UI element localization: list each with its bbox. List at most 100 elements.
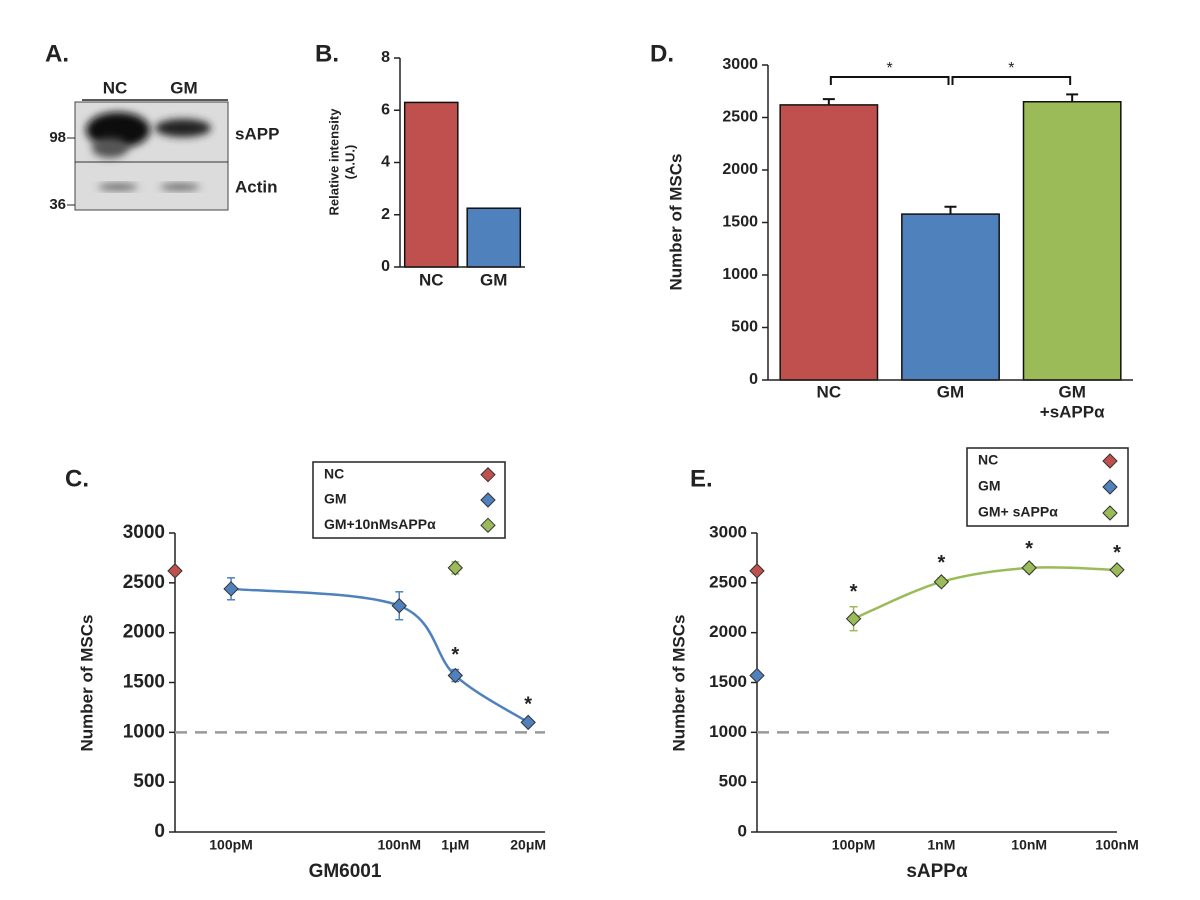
legend-label: GM+10nMsAPPα <box>324 516 436 532</box>
blot-band <box>155 119 211 137</box>
fit-line <box>853 566 1118 620</box>
y-tick-label: 500 <box>133 771 165 792</box>
y-tick-label: 2000 <box>722 161 758 178</box>
blot-band <box>86 112 150 148</box>
marker-label: 98 <box>49 129 66 146</box>
y-tick-label: 2500 <box>709 572 747 591</box>
legend-label: NC <box>978 452 998 468</box>
y-tick-label: 0 <box>154 821 165 842</box>
x-tick-label: 100pM <box>209 837 253 853</box>
fit-line <box>230 587 529 724</box>
panel-label: B. <box>315 40 339 67</box>
legend-label: GM <box>324 491 347 507</box>
data-point <box>749 667 765 684</box>
legend-marker <box>480 492 496 508</box>
y-tick-label: 4 <box>381 154 390 171</box>
x-axis-label: GM6001 <box>309 861 382 882</box>
legend-marker <box>480 466 496 483</box>
data-point <box>520 714 536 731</box>
data-point <box>447 667 464 684</box>
significance-label: * <box>451 644 459 666</box>
marker-label: 36 <box>49 196 66 213</box>
bar <box>901 213 1000 381</box>
x-tick-label: 100nM <box>1095 837 1139 853</box>
y-tick-label: 3000 <box>123 522 165 543</box>
bar <box>466 207 522 268</box>
x-tick-label: NC <box>817 382 842 401</box>
legend-label: GM+ sAPPα <box>978 504 1058 520</box>
x-tick-label: 20μM <box>510 837 546 853</box>
y-tick-label: 2500 <box>123 572 165 593</box>
x-tick-label: 100nM <box>377 837 421 853</box>
lane-label: NC <box>103 78 128 97</box>
x-tick-label: GM <box>1058 382 1085 401</box>
data-point <box>933 574 950 590</box>
y-axis-label: (A.U.) <box>342 145 357 180</box>
data-point <box>1109 562 1125 578</box>
y-tick-label: 2 <box>381 206 390 223</box>
y-tick-label: 0 <box>381 258 390 275</box>
data-point <box>845 611 862 627</box>
y-tick-label: 1000 <box>709 722 747 741</box>
x-tick-label: +sAPPα <box>1040 402 1105 421</box>
y-tick-label: 3000 <box>722 56 758 73</box>
blot-band <box>98 184 138 190</box>
legend-marker <box>1102 453 1118 469</box>
x-tick-label: 10nM <box>1011 837 1047 853</box>
significance-label: * <box>1025 538 1033 560</box>
legend-marker <box>1102 479 1118 495</box>
y-tick-label: 1500 <box>709 672 747 691</box>
y-tick-label: 3000 <box>709 522 747 541</box>
y-tick-label: 0 <box>738 821 747 840</box>
significance-label: * <box>850 581 858 603</box>
data-point <box>167 563 183 579</box>
y-tick-label: 2500 <box>722 109 758 126</box>
panel-label: A. <box>45 40 69 67</box>
y-tick-label: 8 <box>381 49 390 66</box>
x-tick-label: GM <box>937 382 964 401</box>
lane-label: GM <box>170 78 197 97</box>
significance-label: * <box>887 60 893 77</box>
significance-label: * <box>1113 542 1121 564</box>
y-tick-label: 2000 <box>709 622 747 641</box>
y-tick-label: 1000 <box>123 721 165 742</box>
x-axis-label: sAPPα <box>906 861 968 882</box>
legend-marker <box>480 517 496 534</box>
x-tick-label: 1μM <box>441 837 469 853</box>
bar <box>403 101 459 268</box>
x-tick-label: 100pM <box>832 837 876 853</box>
data-point <box>391 598 407 614</box>
y-tick-label: 2000 <box>123 622 165 643</box>
significance-label: * <box>524 694 532 716</box>
x-tick-label: NC <box>419 270 444 289</box>
y-tick-label: 1500 <box>722 214 758 231</box>
data-point <box>223 581 239 597</box>
y-axis-label: Number of MSCs <box>77 615 96 752</box>
legend-marker <box>1102 505 1118 521</box>
y-tick-label: 1000 <box>722 266 758 283</box>
y-axis-label: Number of MSCs <box>666 154 685 291</box>
significance-bracket <box>829 76 950 85</box>
legend-box <box>966 447 1129 527</box>
y-axis-label: Number of MSCs <box>669 615 688 752</box>
significance-label: * <box>1008 60 1014 77</box>
legend-label: GM <box>978 478 1001 494</box>
bar <box>779 104 879 381</box>
panel-label: E. <box>690 465 713 492</box>
significance-bracket <box>951 76 1072 85</box>
panel-label: C. <box>65 465 89 492</box>
blot-panel: A. NC GM sAPP Actin 98 36 <box>45 40 279 213</box>
blot-band <box>160 184 200 190</box>
blot-band <box>92 138 128 158</box>
significance-label: * <box>937 552 945 574</box>
y-tick-label: 0 <box>749 371 758 388</box>
band-label: sAPP <box>235 124 279 143</box>
y-tick-label: 500 <box>731 319 758 336</box>
y-axis-label: Relative intensity <box>326 108 341 216</box>
y-tick-label: 6 <box>381 101 390 118</box>
data-point <box>749 563 765 579</box>
x-tick-label: 1nM <box>927 837 955 853</box>
x-tick-label: GM <box>480 270 507 289</box>
y-tick-label: 1500 <box>123 672 165 693</box>
